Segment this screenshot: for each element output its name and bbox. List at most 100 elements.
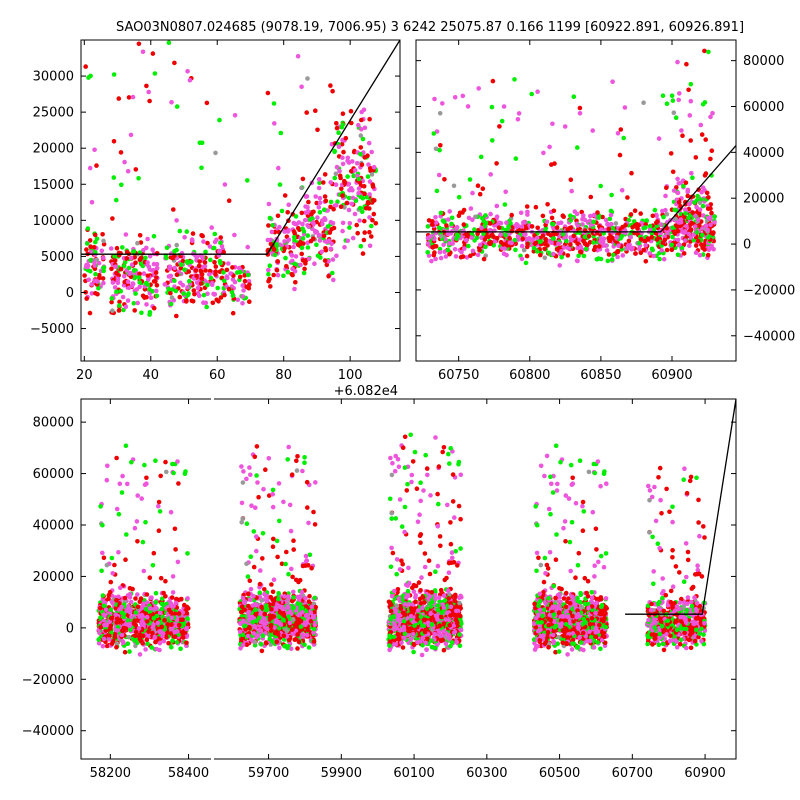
data-point bbox=[133, 629, 139, 635]
data-point bbox=[331, 206, 336, 212]
data-point bbox=[578, 249, 583, 254]
data-point bbox=[359, 127, 364, 132]
data-point bbox=[323, 246, 328, 251]
data-point bbox=[603, 217, 609, 223]
data-point bbox=[145, 641, 150, 646]
data-point bbox=[121, 640, 126, 646]
data-point bbox=[165, 622, 170, 627]
data-point bbox=[276, 620, 282, 625]
data-point bbox=[304, 633, 310, 638]
data-point bbox=[531, 249, 537, 254]
data-point bbox=[111, 139, 117, 144]
data-point bbox=[310, 614, 316, 619]
data-point bbox=[258, 628, 264, 633]
data-point bbox=[109, 266, 114, 272]
data-point bbox=[340, 193, 345, 198]
data-point bbox=[477, 191, 483, 197]
data-point bbox=[101, 255, 106, 261]
data-point bbox=[658, 222, 664, 227]
data-point bbox=[294, 468, 300, 473]
data-point bbox=[258, 642, 264, 647]
data-point bbox=[669, 242, 674, 248]
data-point bbox=[641, 100, 646, 105]
data-point bbox=[143, 519, 148, 525]
data-point bbox=[303, 596, 308, 601]
data-point bbox=[396, 464, 402, 470]
data-point bbox=[123, 626, 129, 631]
data-point bbox=[423, 452, 429, 458]
data-point bbox=[367, 215, 372, 220]
data-point bbox=[351, 173, 357, 179]
data-point bbox=[660, 93, 666, 98]
data-point bbox=[254, 473, 259, 478]
data-point bbox=[185, 551, 190, 556]
data-point bbox=[402, 504, 408, 510]
data-point bbox=[118, 585, 123, 591]
data-point bbox=[296, 639, 302, 645]
data-point bbox=[490, 78, 496, 84]
data-point bbox=[163, 578, 168, 584]
data-point bbox=[419, 652, 425, 658]
data-point bbox=[269, 229, 275, 235]
data-point bbox=[82, 273, 87, 278]
data-point bbox=[598, 183, 603, 189]
data-point bbox=[643, 225, 648, 230]
data-point bbox=[580, 216, 585, 222]
data-point bbox=[87, 238, 93, 243]
data-point bbox=[389, 545, 394, 551]
data-point bbox=[114, 645, 119, 650]
data-point bbox=[84, 296, 89, 301]
data-point bbox=[166, 40, 172, 45]
data-point bbox=[670, 98, 676, 103]
data-point bbox=[683, 238, 688, 243]
data-point bbox=[578, 244, 583, 249]
data-point bbox=[604, 248, 610, 253]
data-point bbox=[457, 600, 462, 606]
data-point bbox=[561, 214, 566, 219]
data-point bbox=[315, 215, 320, 220]
data-point bbox=[199, 165, 204, 171]
data-point bbox=[158, 473, 163, 479]
data-point bbox=[264, 603, 269, 608]
data-point bbox=[405, 481, 410, 487]
data-point bbox=[275, 554, 280, 560]
data-point bbox=[440, 101, 445, 106]
data-point bbox=[365, 153, 370, 158]
data-point bbox=[147, 253, 153, 259]
data-point bbox=[588, 213, 593, 219]
data-point bbox=[262, 591, 267, 597]
data-point bbox=[454, 226, 459, 231]
data-point bbox=[335, 199, 340, 204]
data-point bbox=[571, 233, 577, 239]
data-point bbox=[203, 249, 208, 255]
data-point bbox=[278, 130, 284, 136]
data-point bbox=[367, 192, 372, 197]
data-point bbox=[280, 606, 286, 612]
data-point bbox=[361, 237, 367, 243]
data-point bbox=[559, 254, 564, 260]
data-point bbox=[185, 292, 191, 298]
data-point bbox=[218, 240, 223, 246]
data-point bbox=[290, 574, 295, 580]
data-point bbox=[115, 280, 121, 286]
data-point bbox=[367, 243, 373, 249]
data-point bbox=[371, 211, 377, 217]
data-point bbox=[625, 195, 630, 200]
data-point bbox=[633, 251, 638, 256]
data-point bbox=[290, 266, 295, 272]
data-point bbox=[114, 270, 119, 276]
data-point bbox=[153, 590, 159, 596]
data-point bbox=[169, 100, 174, 105]
data-point bbox=[587, 240, 593, 245]
data-point bbox=[178, 265, 184, 271]
data-point bbox=[350, 235, 356, 241]
data-point bbox=[592, 244, 598, 250]
data-point bbox=[240, 595, 246, 601]
data-point bbox=[340, 111, 346, 116]
data-point bbox=[123, 557, 128, 562]
data-point bbox=[184, 626, 189, 632]
data-point bbox=[302, 460, 307, 466]
data-point bbox=[480, 186, 486, 191]
data-point bbox=[189, 259, 194, 265]
data-point bbox=[388, 564, 394, 570]
